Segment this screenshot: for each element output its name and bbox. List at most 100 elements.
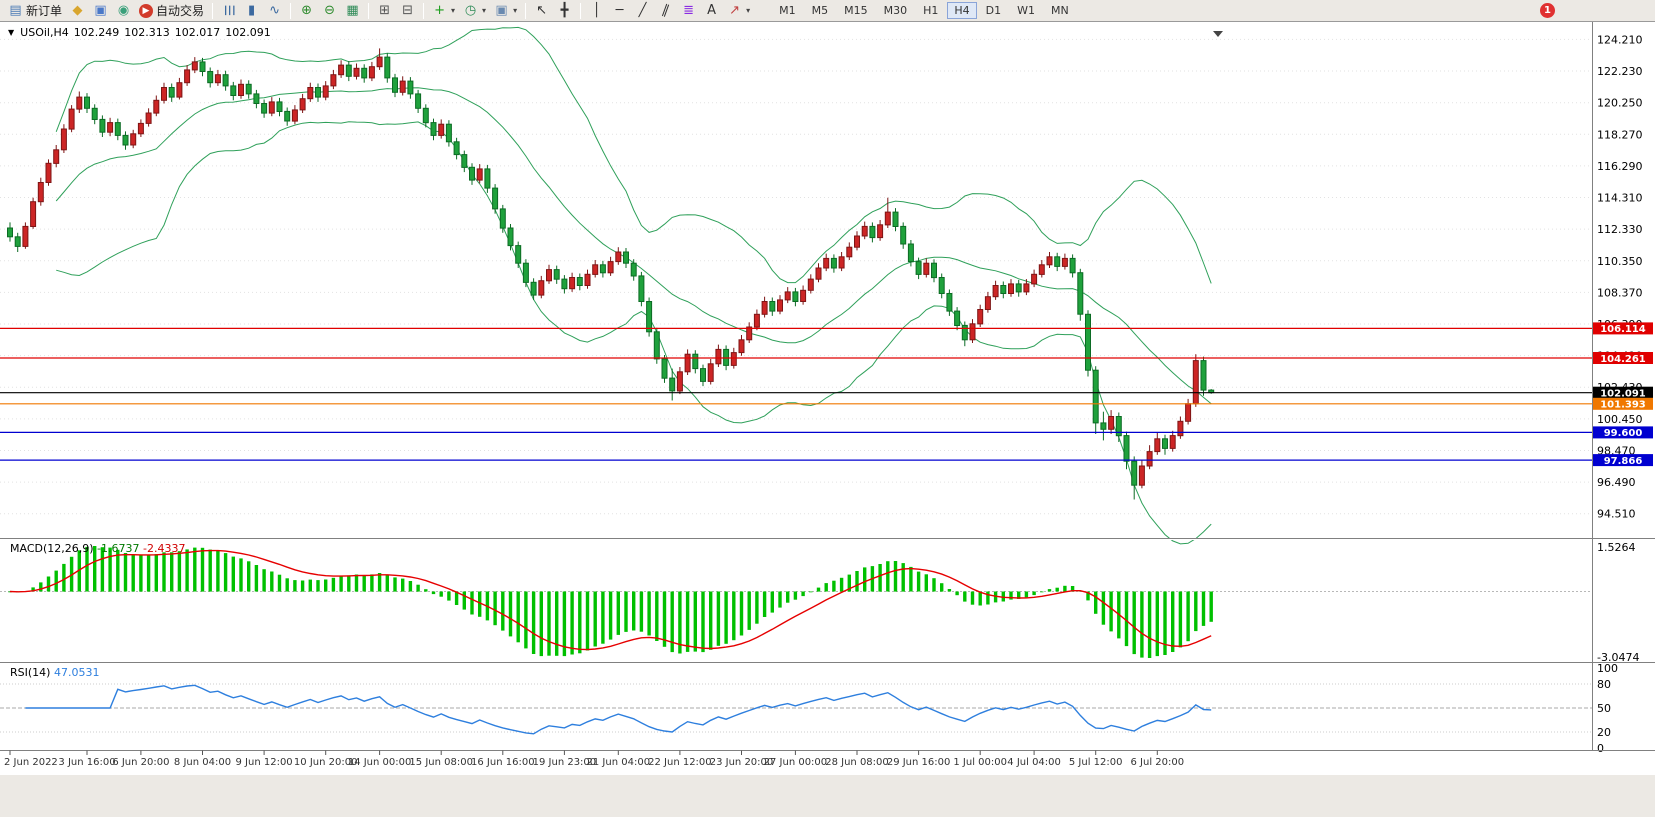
- crosshair-button[interactable]: ╋: [553, 2, 576, 19]
- svg-text:97.866: 97.866: [1604, 456, 1643, 467]
- timeframe-h4-button[interactable]: H4: [947, 2, 977, 19]
- rsi-panel: 100 80 50 20 0 RSI(14) 47.0531: [0, 662, 1618, 755]
- svg-text:20: 20: [1597, 726, 1611, 739]
- template-button[interactable]: ▣ ▾: [490, 2, 521, 19]
- bollinger-upper: [55, 26, 1212, 284]
- timeframe-m30-button[interactable]: M30: [883, 4, 908, 17]
- candlestick-mode-icon: ▮: [247, 3, 256, 18]
- grid-button[interactable]: ▦: [341, 2, 364, 19]
- svg-text:23 Jun 20:00: 23 Jun 20:00: [710, 757, 774, 768]
- chart-shift-marker[interactable]: [1213, 31, 1223, 37]
- timeframe-d1-button[interactable]: D1: [985, 4, 1002, 17]
- period-button[interactable]: ◷ ▾: [459, 2, 490, 19]
- timeframe-h1-button[interactable]: H1: [923, 4, 939, 17]
- chart-canvas[interactable]: 124.210 122.230 120.250 118.270 116.290 114.3…: [0, 22, 1655, 774]
- bar-chart-mode-button[interactable]: ☰: [217, 2, 240, 19]
- trendline-button[interactable]: ╱: [631, 2, 654, 19]
- toolbar-separator: [525, 2, 527, 19]
- zoom-out-icon: ⊖: [324, 3, 335, 18]
- navigator-button[interactable]: ◉: [112, 2, 135, 19]
- svg-text:102.091: 102.091: [1600, 389, 1646, 400]
- svg-text:1.5264: 1.5264: [1597, 541, 1636, 554]
- fibonacci-button[interactable]: ≣: [677, 2, 700, 19]
- price-badge: [1593, 322, 1653, 335]
- svg-text:14 Jun 00:00: 14 Jun 00:00: [348, 757, 412, 768]
- tile-windows-icon: ⊞: [379, 3, 390, 18]
- charts-window-button[interactable]: ▣: [89, 2, 112, 19]
- tile-windows-button[interactable]: ⊞: [373, 2, 396, 19]
- cursor-button[interactable]: ↖: [530, 2, 553, 19]
- svg-text:10 Jun 20:00: 10 Jun 20:00: [294, 757, 358, 768]
- chart-high-value: 102.313: [124, 26, 170, 39]
- zoom-out-button[interactable]: ⊖: [318, 2, 341, 19]
- add-indicator-icon: +: [434, 3, 445, 18]
- svg-text:15 Jun 08:00: 15 Jun 08:00: [409, 757, 473, 768]
- toolbar: ▤ 新订单 ◆ ▣ ◉ ▶ 自动交易 ☰ ▮ ∿ ⊕ ⊖ ▦ ⊞ ⊟ + ▾ ◷ ▾ ▣ ▾ ↖ ╋ │ ─ ╱ ∥ ≣ A ↗ ▾ M1 M…: [0, 0, 1655, 22]
- cascade-windows-button[interactable]: ⊟: [396, 2, 419, 19]
- timeframe-m5-button[interactable]: M5: [811, 4, 829, 17]
- dropdown-caret-icon[interactable]: ▾: [513, 6, 518, 15]
- svg-text:6 Jun 20:00: 6 Jun 20:00: [112, 757, 169, 768]
- notification-badge[interactable]: 1: [1540, 3, 1555, 18]
- channel-button[interactable]: ∥: [654, 2, 677, 19]
- dropdown-caret-icon[interactable]: ▾: [746, 6, 751, 15]
- line-chart-mode-button[interactable]: ∿: [263, 2, 286, 19]
- chart-symbol-period: USOil,H4: [20, 26, 69, 39]
- charts-window-icon: ▣: [94, 3, 107, 18]
- timeframe-w1-button[interactable]: W1: [1017, 4, 1035, 17]
- text-label-button[interactable]: A: [700, 2, 723, 19]
- dropdown-caret-icon[interactable]: ▾: [451, 6, 456, 15]
- svg-text:29 Jun 16:00: 29 Jun 16:00: [887, 757, 951, 768]
- bollinger-lower: [56, 121, 1212, 545]
- autotrading-button[interactable]: ▶ 自动交易: [135, 1, 208, 20]
- zoom-in-icon: ⊕: [301, 3, 312, 18]
- svg-text:1 Jul 00:00: 1 Jul 00:00: [953, 757, 1007, 768]
- timeframe-m15-button[interactable]: M15: [844, 4, 868, 17]
- svg-text:2 Jun 2022: 2 Jun 2022: [4, 757, 58, 768]
- add-indicator-button[interactable]: + ▾: [428, 2, 459, 19]
- toolbar-separator: [580, 2, 582, 19]
- svg-text:21 Jun 04:00: 21 Jun 04:00: [587, 757, 651, 768]
- timeframe-bar: M1 M5 M15 M30 H1 H4 D1 W1 MN: [772, 2, 1076, 19]
- price-badge: [1593, 454, 1653, 467]
- toolbar-separator: [290, 2, 292, 19]
- new-order-button[interactable]: ▤ 新订单: [4, 1, 66, 20]
- chart-window[interactable]: ▼ USOil,H4 102.249 102.313 102.017 102.0…: [0, 22, 1655, 774]
- svg-text:50: 50: [1597, 702, 1611, 715]
- svg-text:110.350: 110.350: [1597, 255, 1643, 268]
- arrows-button[interactable]: ↗ ▾: [723, 2, 754, 19]
- svg-text:122.230: 122.230: [1597, 65, 1643, 78]
- candlestick-mode-button[interactable]: ▮: [240, 2, 263, 19]
- svg-text:80: 80: [1597, 678, 1611, 691]
- svg-text:-3.0474: -3.0474: [1597, 651, 1639, 664]
- toolbar-separator: [368, 2, 370, 19]
- timeframe-m1-button[interactable]: M1: [779, 4, 796, 17]
- horizontal-line-button[interactable]: ─: [608, 2, 631, 19]
- crosshair-icon: ╋: [560, 3, 569, 18]
- svg-text:96.490: 96.490: [1597, 476, 1636, 489]
- svg-text:0: 0: [1597, 742, 1604, 755]
- vertical-line-button[interactable]: │: [585, 2, 608, 19]
- cascade-windows-icon: ⊟: [402, 3, 413, 18]
- svg-text:22 Jun 12:00: 22 Jun 12:00: [648, 757, 712, 768]
- svg-text:4 Jul 04:00: 4 Jul 04:00: [1007, 757, 1061, 768]
- chart-host[interactable]: 124.210 122.230 120.250 118.270 116.290 114.3…: [0, 22, 1655, 774]
- timeframe-mn-button[interactable]: MN: [1051, 4, 1069, 17]
- dropdown-caret-icon[interactable]: ▾: [482, 6, 487, 15]
- macd-label: MACD(12,26,9) -1.6737 -2.4337: [10, 542, 185, 555]
- chart-context-arrow-icon[interactable]: ▼: [8, 28, 15, 37]
- macd-signal-line: [9, 549, 1212, 651]
- period-icon: ◷: [464, 3, 477, 18]
- autotrading-icon: ▶: [139, 3, 154, 18]
- market-watch-icon: ◆: [72, 3, 83, 18]
- bar-chart-mode-icon: ☰: [221, 4, 237, 17]
- line-chart-mode-icon: ∿: [269, 3, 280, 18]
- svg-text:120.250: 120.250: [1597, 97, 1643, 110]
- zoom-in-button[interactable]: ⊕: [295, 2, 318, 19]
- chart-header: ▼ USOil,H4 102.249 102.313 102.017 102.0…: [8, 26, 271, 39]
- svg-text:5 Jul 12:00: 5 Jul 12:00: [1069, 757, 1123, 768]
- market-watch-button[interactable]: ◆: [66, 2, 89, 19]
- svg-text:3 Jun 16:00: 3 Jun 16:00: [58, 757, 115, 768]
- svg-text:118.270: 118.270: [1597, 128, 1643, 141]
